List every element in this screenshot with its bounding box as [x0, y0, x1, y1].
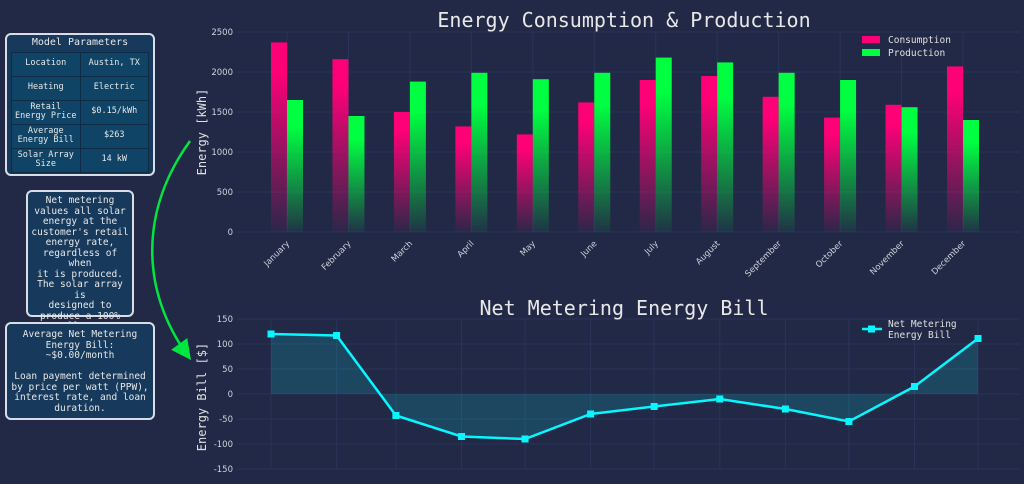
- param-label: Solar Array Size: [11, 147, 81, 173]
- y-tick-label: 1000: [211, 148, 233, 158]
- bill-marker: [521, 435, 529, 443]
- x-tick-label: October: [814, 239, 845, 270]
- bar-production: [717, 62, 734, 233]
- x-tick-label: May: [518, 239, 538, 259]
- bar-consumption: [639, 80, 656, 232]
- legend-swatch-production: [862, 49, 880, 56]
- y-tick-label: 0: [228, 228, 233, 238]
- param-value: $263: [79, 123, 149, 149]
- y-tick-label: 50: [222, 365, 233, 375]
- param-row: Heating Electric: [11, 75, 149, 101]
- y-axis-label: Energy Bill [$]: [195, 343, 209, 451]
- x-tick-label: September: [743, 239, 784, 280]
- average-bill-box: Average Net Metering Energy Bill: ~$0.00…: [5, 322, 155, 420]
- legend-label-line: Energy Bill: [888, 330, 951, 341]
- param-value: Electric: [79, 75, 149, 101]
- legend-swatch-consumption: [862, 36, 880, 43]
- arrow-connector: [151, 140, 192, 361]
- param-value: 14 kW: [79, 147, 149, 173]
- param-value: $0.15/kWh: [79, 99, 149, 125]
- param-label: Heating: [11, 75, 81, 101]
- x-tick-label: July: [642, 239, 661, 258]
- y-tick-label: -150: [214, 465, 233, 475]
- bar-consumption: [762, 96, 779, 232]
- bar-consumption: [455, 126, 472, 232]
- chart-title: Energy Consumption & Production: [437, 8, 810, 32]
- y-tick-label: -100: [214, 440, 233, 450]
- bar-consumption: [824, 117, 841, 232]
- param-label: Average Energy Bill: [11, 123, 81, 149]
- x-tick-label: June: [579, 239, 600, 260]
- x-tick-label: February: [320, 239, 354, 273]
- y-tick-label: 100: [217, 340, 233, 350]
- bar-production: [778, 72, 795, 232]
- legend-label: Consumption: [888, 35, 951, 46]
- bar-production: [840, 80, 857, 232]
- bar-consumption: [947, 66, 963, 233]
- param-row: Retail Energy Price $0.15/kWh: [11, 99, 149, 125]
- y-tick-label: 500: [217, 188, 233, 198]
- legend-label: Net Metering Energy Bill: [888, 319, 957, 341]
- y-tick-label: 1500: [211, 108, 233, 118]
- x-tick-label: December: [930, 239, 969, 278]
- bar-production: [655, 57, 672, 232]
- bill-area-fill: [271, 334, 978, 439]
- y-tick-label: -50: [219, 415, 233, 425]
- model-parameters-box: Model Parameters Location Austin, TX Heati…: [5, 33, 155, 176]
- bill-marker: [650, 403, 658, 410]
- bar-consumption: [885, 104, 902, 232]
- bar-consumption: [393, 112, 410, 232]
- net-metering-note: Net metering values all solar energy at …: [26, 190, 134, 332]
- x-tick-label: November: [868, 239, 907, 278]
- bill-marker: [458, 433, 466, 440]
- param-row: Solar Array Size 14 kW: [11, 147, 149, 173]
- bar-production: [471, 72, 488, 232]
- legend-label-line: Net Metering: [888, 319, 957, 330]
- bill-marker: [392, 412, 400, 419]
- bar-production: [532, 79, 549, 232]
- x-tick-label: August: [694, 239, 723, 268]
- x-tick-label: March: [390, 239, 415, 264]
- param-row: Average Energy Bill $263: [11, 123, 149, 149]
- y-axis-label: Energy [kWh]: [195, 89, 209, 176]
- bar-consumption: [332, 59, 349, 233]
- bar-production: [287, 100, 303, 232]
- bar-consumption: [516, 134, 533, 232]
- bar-production: [348, 116, 365, 232]
- bill-marker: [333, 332, 341, 339]
- legend-label: Production: [888, 48, 945, 59]
- bar-production: [901, 107, 918, 232]
- y-tick-label: 150: [217, 315, 233, 325]
- param-row: Location Austin, TX: [11, 51, 149, 77]
- bar-production: [409, 81, 426, 232]
- bill-marker: [267, 330, 275, 338]
- y-tick-label: 2000: [211, 68, 233, 78]
- bill-marker: [587, 410, 595, 418]
- legend-marker: [868, 325, 875, 333]
- bill-marker: [845, 418, 853, 425]
- x-tick-label: April: [456, 239, 477, 260]
- x-tick-label: January: [262, 239, 293, 270]
- bill-line: [270, 332, 979, 441]
- y-tick-label: 2500: [211, 28, 233, 38]
- params-table: Location Austin, TX Heating Electric Retail …: [11, 51, 149, 173]
- bill-marker: [974, 335, 982, 342]
- param-label: Retail Energy Price: [11, 99, 81, 125]
- bill-marker: [781, 405, 789, 413]
- params-title: Model Parameters: [31, 37, 129, 48]
- bill-marker: [716, 395, 724, 403]
- bar-production: [963, 120, 979, 232]
- bar-consumption: [578, 102, 595, 233]
- chart-title: Net Metering Energy Bill: [480, 296, 769, 320]
- bar-consumption: [701, 76, 718, 232]
- param-value: Austin, TX: [79, 51, 149, 77]
- param-label: Location: [11, 51, 81, 77]
- bar-production: [594, 72, 611, 232]
- bill-marker: [910, 383, 918, 390]
- bar-consumption: [271, 42, 287, 233]
- y-tick-label: 0: [228, 390, 233, 400]
